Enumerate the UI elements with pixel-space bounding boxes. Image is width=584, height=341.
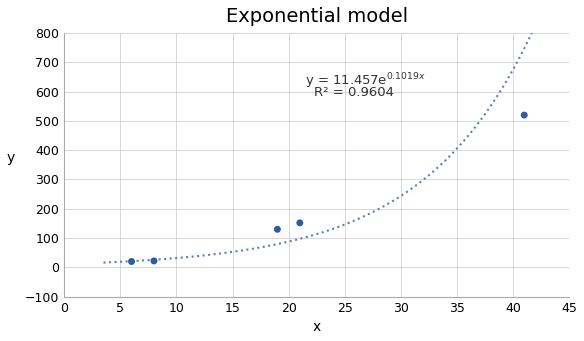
Y-axis label: y: y — [7, 151, 15, 165]
Text: y = 11.457e$^{0.1019x}$: y = 11.457e$^{0.1019x}$ — [305, 71, 426, 91]
Point — [127, 259, 136, 264]
Title: Exponential model: Exponential model — [225, 7, 408, 26]
X-axis label: x: x — [312, 320, 321, 334]
Point — [273, 226, 282, 232]
Text: R² = 0.9604: R² = 0.9604 — [314, 86, 394, 99]
Point — [150, 258, 159, 264]
Point — [295, 220, 304, 225]
Point — [520, 112, 529, 118]
